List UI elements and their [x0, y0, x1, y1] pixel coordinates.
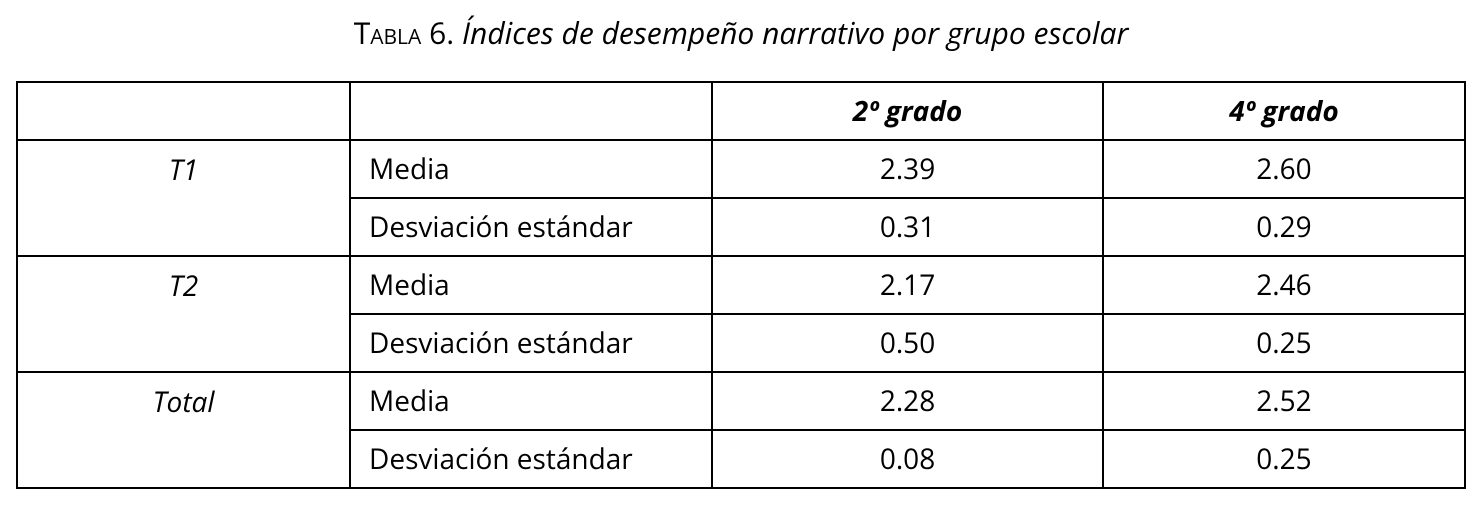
stat-label: Media	[350, 256, 712, 314]
group-label-total: Total	[17, 372, 350, 488]
group-label-t1: T1	[17, 140, 350, 256]
cell-value: 2.46	[1103, 256, 1465, 314]
caption-label: Tabla 6.	[354, 12, 462, 53]
caption-title: Índices de desempeño narrativo por grupo…	[462, 12, 1128, 53]
stat-label: Media	[350, 372, 712, 430]
stat-label: Desviación estándar	[350, 314, 712, 372]
cell-value: 2.17	[712, 256, 1103, 314]
group-label-t2: T2	[17, 256, 350, 372]
header-blank-2	[350, 82, 712, 140]
stat-label: Media	[350, 140, 712, 198]
table-row: Total Media 2.28 2.52	[17, 372, 1465, 430]
header-row: 2º grado 4º grado	[17, 82, 1465, 140]
header-grade-4: 4º grado	[1103, 82, 1465, 140]
table-row: T1 Media 2.39 2.60	[17, 140, 1465, 198]
table-row: T2 Media 2.17 2.46	[17, 256, 1465, 314]
cell-value: 2.52	[1103, 372, 1465, 430]
header-blank-1	[17, 82, 350, 140]
table-caption: Tabla 6. Índices de desempeño narrativo …	[16, 12, 1466, 53]
cell-value: 0.31	[712, 198, 1103, 256]
cell-value: 0.25	[1103, 430, 1465, 488]
header-grade-2: 2º grado	[712, 82, 1103, 140]
cell-value: 2.39	[712, 140, 1103, 198]
stat-label: Desviación estándar	[350, 430, 712, 488]
cell-value: 0.50	[712, 314, 1103, 372]
stat-label: Desviación estándar	[350, 198, 712, 256]
cell-value: 2.28	[712, 372, 1103, 430]
cell-value: 0.08	[712, 430, 1103, 488]
cell-value: 2.60	[1103, 140, 1465, 198]
cell-value: 0.29	[1103, 198, 1465, 256]
data-table: 2º grado 4º grado T1 Media 2.39 2.60 Des…	[16, 81, 1466, 489]
cell-value: 0.25	[1103, 314, 1465, 372]
